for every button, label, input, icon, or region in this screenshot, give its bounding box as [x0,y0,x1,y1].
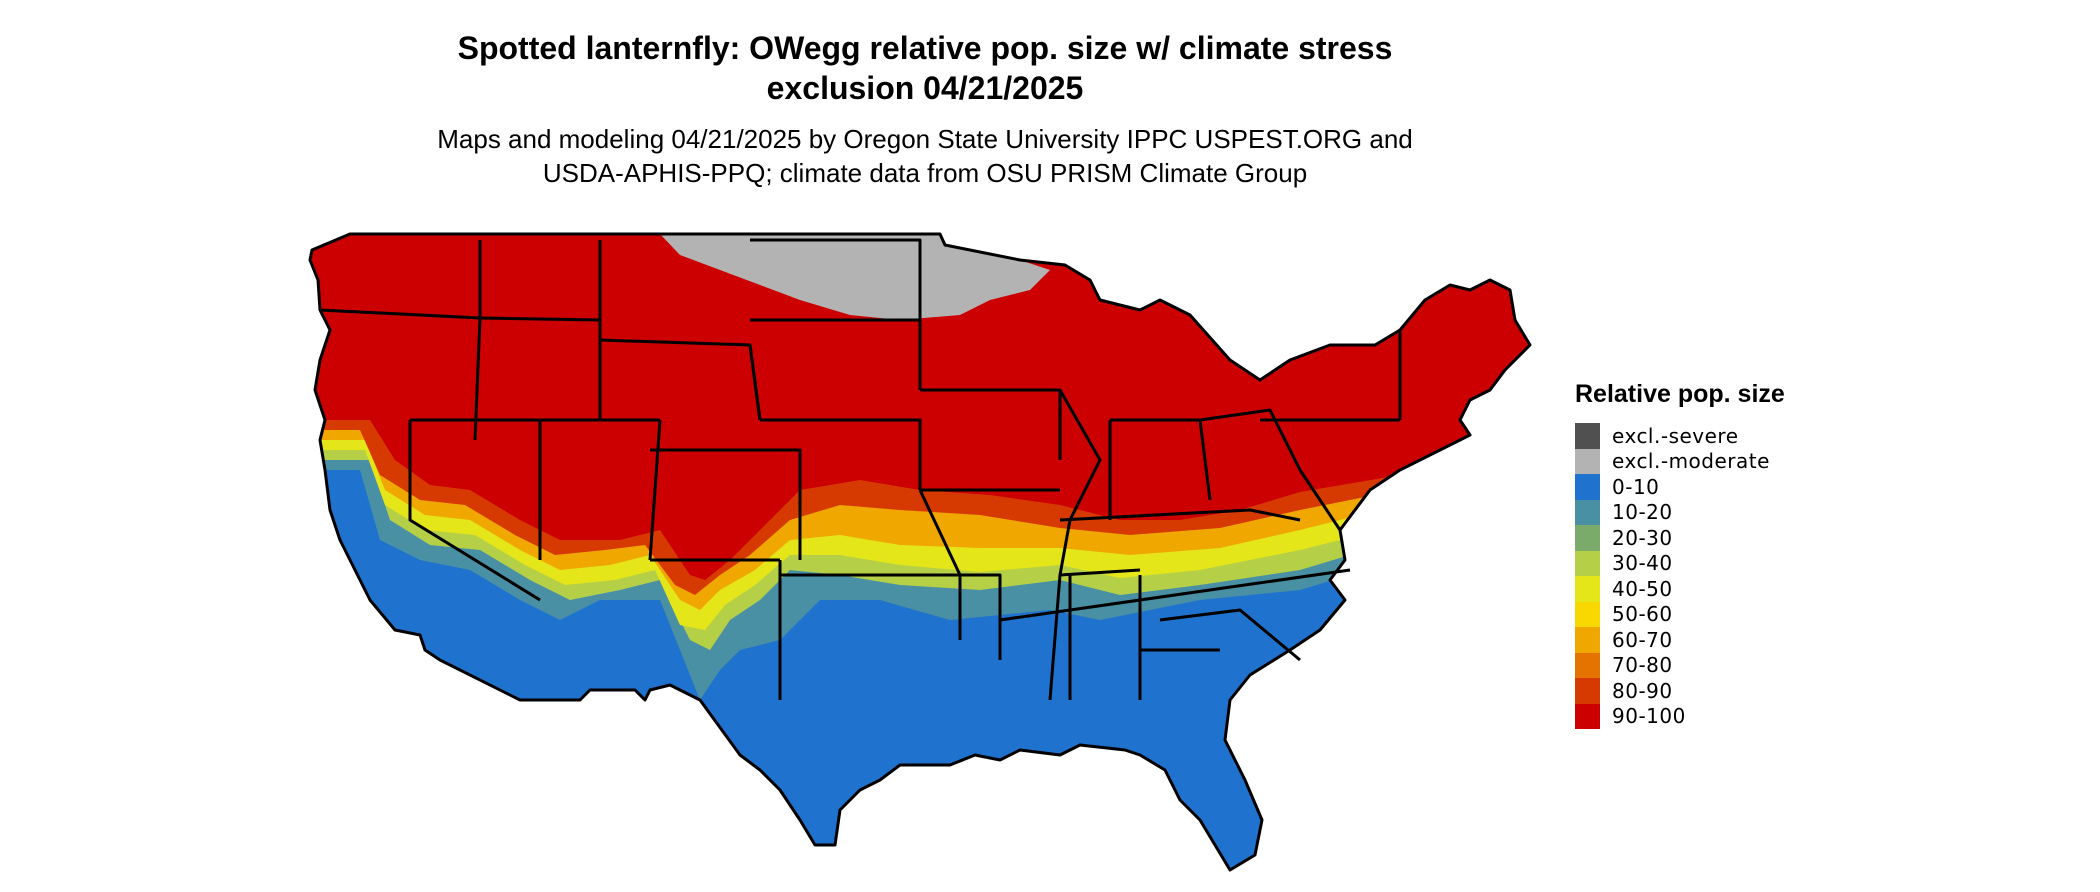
legend-label: 80-90 [1612,678,1673,703]
state-boundary [308,232,1532,872]
state-boundary [1298,469,1342,531]
state-boundary [1199,408,1302,471]
legend-swatch [1575,474,1600,500]
legend-items: excl.-severe excl.-moderate 0-10 10-20 20-30… [1575,423,1785,729]
zone-excl-moderate [660,234,1050,320]
subtitle-line-2: USDA-APHIS-PPQ; climate data from OSU PR… [542,158,1308,188]
legend-label: 70-80 [1612,653,1673,678]
legend-label: 60-70 [1612,627,1673,652]
legend-swatch [1575,423,1600,449]
legend-swatch [1575,652,1600,678]
legend-label: 50-60 [1612,602,1673,627]
map-title: Spotted lanternfly: OWegg relative pop. … [0,28,1850,108]
legend-item: 50-60 [1575,601,1785,627]
legend-item: 10-20 [1575,499,1785,525]
state-boundary [650,448,802,560]
state-boundary [760,418,922,490]
legend-swatch [1575,576,1600,602]
legend-swatch [1575,499,1600,525]
state-boundary [648,419,662,561]
title-line-1: Spotted lanternfly: OWegg relative pop. … [457,30,1393,66]
legend-swatch [1575,448,1600,474]
state-boundary [960,573,1002,660]
state-boundary [1059,508,1301,522]
legend-item: 80-90 [1575,678,1785,704]
legend-item: 90-100 [1575,703,1785,729]
map-subtitle: Maps and modeling 04/21/2025 by Oregon S… [0,122,1850,190]
legend-label: 30-40 [1612,551,1673,576]
legend-swatch [1575,627,1600,653]
legend-swatch [1575,703,1600,729]
legend-label: excl.-severe [1612,423,1739,448]
state-boundary [750,238,922,320]
legend-label: excl.-moderate [1612,449,1770,474]
legend-label: 10-20 [1612,500,1673,525]
state-boundary [748,344,762,421]
legend-item: 40-50 [1575,576,1785,602]
legend-item: 60-70 [1575,627,1785,653]
legend-item: 30-40 [1575,550,1785,576]
title-line-2: exclusion 04/21/2025 [766,70,1084,106]
legend-item: excl.-moderate [1575,448,1785,474]
legend-swatch [1575,550,1600,576]
legend-label: 0-10 [1612,474,1660,499]
legend-item: 70-80 [1575,652,1785,678]
map-legend: Relative pop. size excl.-severe excl.-mod… [1575,380,1785,729]
legend-label: 90-100 [1612,704,1686,729]
legend-item: 20-30 [1575,525,1785,551]
state-boundary [918,489,962,576]
legend-item: excl.-severe [1575,423,1785,449]
subtitle-line-1: Maps and modeling 04/21/2025 by Oregon S… [437,124,1413,154]
legend-item: 0-10 [1575,474,1785,500]
legend-title: Relative pop. size [1575,380,1785,408]
legend-label: 40-50 [1612,576,1673,601]
state-boundary [1159,608,1301,662]
state-boundary [1048,574,1062,701]
legend-swatch [1575,678,1600,704]
state-boundary [408,420,541,602]
legend-swatch [1575,601,1600,627]
legend-swatch [1575,525,1600,551]
legend-label: 20-30 [1612,525,1673,550]
